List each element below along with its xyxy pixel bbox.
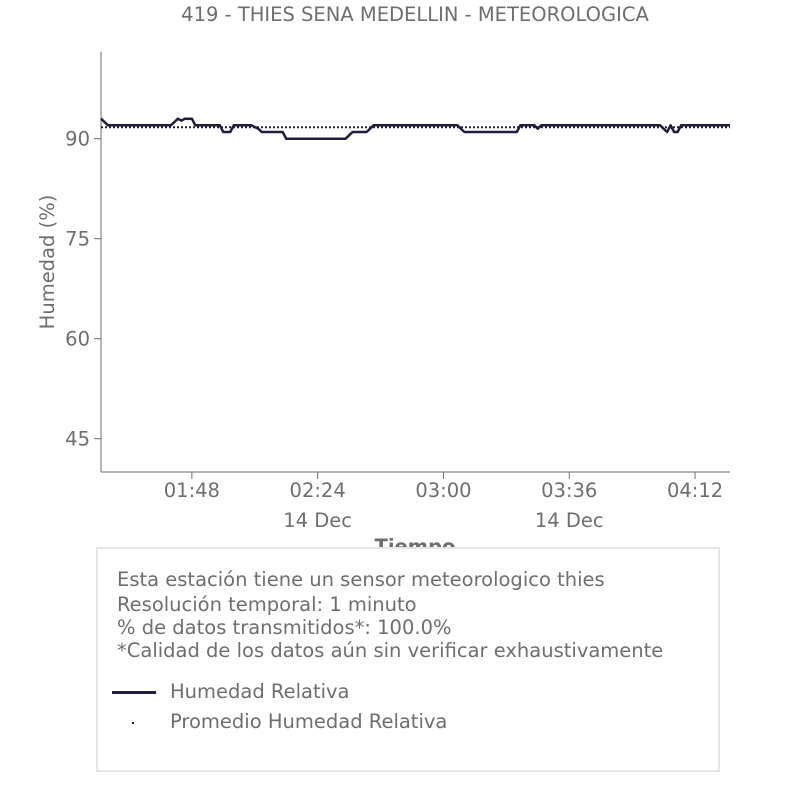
- x-ticks: 01:48 02:24 14 Dec 03:00 03:36 14 Dec 04:12: [164, 472, 723, 532]
- solid-line-swatch: [112, 691, 156, 694]
- x-tick-label: 02:24: [290, 479, 346, 502]
- plot-area: 45 60 75 90 01:48 02:24 14 Dec 03:00 03:36 14 De…: [65, 52, 730, 532]
- x-tick-label: 03:00: [415, 479, 471, 502]
- x-tick-sublabel: 14 Dec: [535, 509, 604, 532]
- temporal-resolution: Resolución temporal: 1 minuto: [117, 593, 417, 616]
- data-transmitted: % de datos transmitidos*: 100.0%: [117, 616, 452, 639]
- data-quality-note: *Calidad de los datos aún sin verificar …: [117, 639, 664, 662]
- x-tick-label: 03:36: [541, 479, 597, 502]
- series-layer: [100, 117, 730, 140]
- y-axis-label: Humedad (%): [36, 195, 59, 330]
- legend-box: Esta estación tiene un sensor meteorolog…: [96, 547, 720, 772]
- y-tick-label: 60: [65, 328, 90, 351]
- x-tick-sublabel: 14 Dec: [283, 509, 352, 532]
- legend-item-promedio-humedad: Promedio Humedad Relativa: [110, 710, 530, 734]
- y-ticks: 45 60 75 90: [65, 128, 101, 451]
- y-tick-label: 75: [65, 228, 90, 251]
- y-tick-label: 45: [65, 428, 90, 451]
- x-tick-label: 01:48: [164, 479, 220, 502]
- humidity-series-line: [100, 117, 730, 140]
- x-tick-label: 04:12: [667, 479, 723, 502]
- legend-item-humedad-relativa: Humedad Relativa: [110, 680, 530, 704]
- legend-label: Humedad Relativa: [170, 680, 350, 703]
- chart-title: 419 - THIES SENA MEDELLIN - METEOROLOGIC…: [181, 3, 649, 26]
- y-tick-label: 90: [65, 128, 90, 151]
- station-description: Esta estación tiene un sensor meteorolog…: [117, 568, 605, 591]
- legend-label: Promedio Humedad Relativa: [170, 710, 448, 733]
- dotted-line-swatch: [132, 722, 134, 724]
